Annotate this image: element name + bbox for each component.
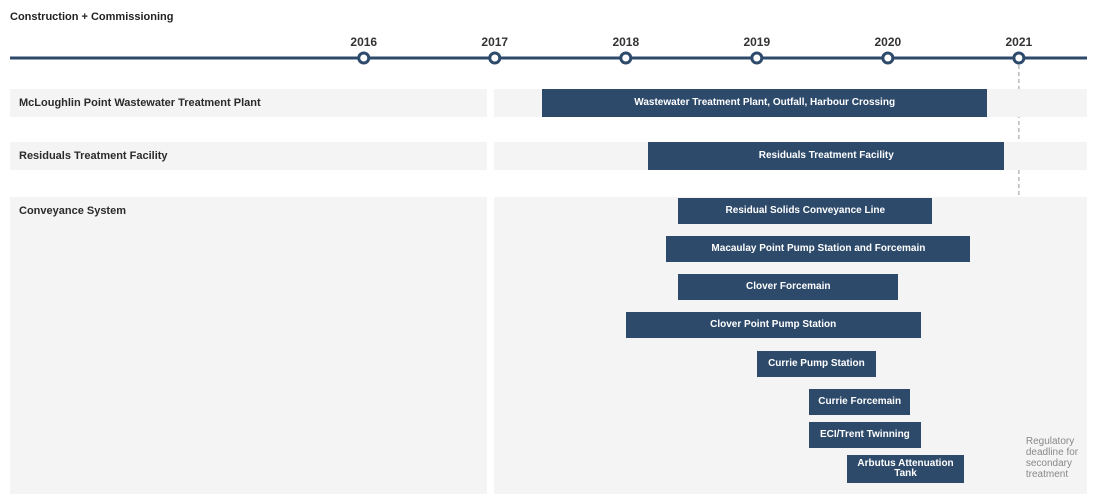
x-tick-label: 2020 (874, 35, 902, 49)
group-label: Residuals Treatment Facility (19, 150, 168, 162)
group-label: McLoughlin Point Wastewater Treatment Pl… (19, 97, 261, 109)
chart-title: Construction + Commissioning (10, 11, 174, 23)
task-bar: Clover Point Pump Station (625, 312, 921, 338)
tick-marker (619, 51, 633, 65)
tick-marker (1012, 51, 1026, 65)
task-bar: Residuals Treatment Facility (648, 142, 1005, 170)
tick-marker (357, 51, 371, 65)
task-bar: Arbutus Attenuation Tank (847, 455, 964, 483)
row-label-panel (10, 142, 487, 170)
task-bar: Residual Solids Conveyance Line (678, 198, 933, 224)
row-label-panel (10, 197, 487, 494)
tick-marker (881, 51, 895, 65)
task-bar: Currie Pump Station (756, 351, 877, 377)
deadline-label: deadline for (1025, 447, 1079, 458)
tick-marker (750, 51, 764, 65)
tick-marker (488, 51, 502, 65)
row-label-panel (10, 89, 487, 117)
x-tick-label: 2021 (1005, 35, 1033, 49)
group-label: Conveyance System (19, 205, 126, 217)
deadline-label: Regulatory (1025, 436, 1075, 447)
x-tick-label: 2016 (350, 35, 378, 49)
deadline-label: treatment (1025, 469, 1069, 480)
task-bar: Currie Forcemain (809, 389, 911, 415)
task-bar: Macaulay Point Pump Station and Forcemai… (666, 236, 971, 262)
task-bar: Clover Forcemain (678, 274, 899, 300)
deadline-label: secondary (1025, 458, 1072, 469)
task-bar: Wastewater Treatment Plant, Outfall, Har… (541, 89, 988, 117)
x-tick-label: 2018 (612, 35, 640, 49)
task-bar: ECI/Trent Twinning (809, 422, 921, 448)
x-tick-label: 2017 (481, 35, 509, 49)
x-tick-label: 2019 (743, 35, 771, 49)
